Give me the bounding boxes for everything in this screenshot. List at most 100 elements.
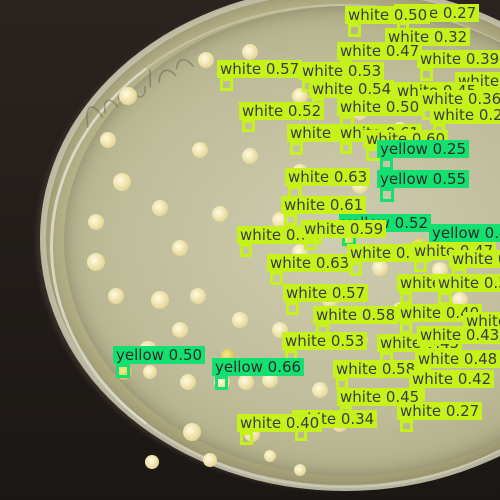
confidence-score: 0.52 — [389, 214, 429, 232]
bacterial-colony — [242, 148, 258, 164]
detection-label: white 0.54 — [309, 80, 395, 98]
detection-label: white 0.37 — [449, 250, 500, 268]
class-name: white — [348, 6, 390, 24]
confidence-score: 0.34 — [336, 410, 375, 428]
detection-box-white: white 0.47 — [411, 242, 497, 272]
confidence-score: 0.39 — [461, 50, 500, 68]
bounding-box-outline — [116, 364, 130, 378]
detection-label: white 0.63 — [285, 168, 371, 186]
class-name: white — [422, 90, 464, 108]
class-name: white — [270, 254, 312, 272]
confidence-score: 0.61 — [325, 196, 364, 214]
bounding-box-outline — [348, 24, 361, 37]
detection-label: yellow 0.41 — [429, 224, 500, 242]
detection-label: white 0.37 — [435, 274, 500, 292]
detection-label: white 0.58 — [313, 306, 399, 324]
bounding-box-outline — [240, 432, 253, 445]
bounding-box-outline — [400, 322, 412, 334]
confidence-score: 0.54 — [353, 80, 392, 98]
detection-label: white 0.47 — [337, 42, 423, 60]
bacterial-colony — [145, 455, 159, 469]
confidence-score: 0.53 — [343, 62, 382, 80]
bacterial-colony — [190, 288, 206, 304]
detection-label: white 0.32 — [385, 28, 471, 46]
detection-label: white 0.39 — [417, 50, 500, 68]
bacterial-colony — [143, 365, 157, 379]
class-name: white — [340, 42, 382, 60]
confidence-score: 0.36 — [463, 90, 500, 108]
detection-box-white: white 0.61 — [281, 196, 367, 226]
detection-box-white: white 0.45 — [337, 388, 423, 419]
class-name: white — [240, 414, 282, 432]
class-name: white — [288, 168, 330, 186]
class-name: white — [418, 350, 460, 368]
detection-box-white: white 0.61 — [337, 124, 423, 154]
confidence-score: 0.53 — [326, 332, 365, 350]
bacterial-colony — [203, 453, 217, 467]
detection-box-white: white 0.50 — [345, 6, 431, 37]
class-name: white — [284, 196, 326, 214]
detection-label: white 0.43 — [417, 326, 500, 344]
detection-box-yellow: yellow 0.25 — [377, 140, 470, 170]
detection-label: white 0.50 — [337, 98, 423, 116]
class-name: yellow — [380, 140, 428, 158]
detection-label: white 0.53 — [299, 62, 385, 80]
bounding-box-outline — [340, 142, 352, 154]
confidence-score: 0.25 — [427, 140, 467, 158]
detection-box-white: white 0.57 — [283, 284, 369, 315]
confidence-score: 0.42 — [453, 370, 492, 388]
class-name: white — [340, 388, 382, 406]
confidence-score: 0.63 — [311, 254, 350, 272]
bacterial-colony — [172, 240, 188, 256]
confidence-score: 0.50 — [163, 346, 203, 364]
confidence-score: 0.45 — [381, 388, 420, 406]
detection-label: white 0.59 — [301, 220, 387, 238]
detection-box-white: white 0.27 — [397, 402, 483, 432]
bacterial-colony — [183, 423, 201, 441]
confidence-score: 0.63 — [329, 168, 368, 186]
class-name: white — [452, 250, 494, 268]
detection-label: yellow 0.55 — [377, 170, 470, 188]
class-name: white — [304, 220, 346, 238]
detection-box-white: white 0.67 — [287, 124, 373, 155]
bacterial-colony — [172, 322, 188, 338]
class-name: white — [316, 306, 358, 324]
detection-box-yellow: yellow 0.41 — [429, 224, 500, 256]
class-name: white — [285, 332, 327, 350]
detection-box-yellow: yellow 0.66 — [212, 358, 305, 390]
detection-box-white: white 0.40 — [237, 414, 323, 445]
confidence-score: 0.27 — [441, 402, 480, 420]
confidence-score: 0.55 — [427, 170, 467, 188]
class-name: yellow — [215, 358, 263, 376]
confidence-score: 0.32 — [429, 28, 468, 46]
detection-label: yellow 0.66 — [212, 358, 305, 376]
class-name: white — [420, 326, 462, 344]
detection-label: white 0.48 — [415, 350, 500, 368]
detection-box-white: white 0.53 — [299, 62, 385, 92]
detection-label: white 0.53 — [282, 332, 368, 350]
detection-label: white 0.61 — [281, 196, 367, 214]
bacterial-colony — [264, 450, 276, 462]
confidence-score: 0.43 — [461, 326, 500, 344]
detection-box-white: white 0.53 — [282, 332, 368, 363]
bounding-box-outline — [220, 78, 233, 91]
confidence-score: 0.58 — [357, 306, 396, 324]
class-name: white — [400, 274, 442, 292]
detection-box-white: white 0.37 — [449, 250, 500, 281]
detection-box-white: white 0.59 — [301, 220, 387, 250]
class-name: white — [336, 360, 378, 378]
class-name: white — [350, 244, 392, 262]
detection-box-white: white 0.58 — [333, 360, 419, 390]
confidence-score: 0.27 — [438, 4, 477, 22]
bounding-box-outline — [270, 272, 283, 285]
detection-box-white: white 0.40 — [397, 304, 483, 334]
detection-label: white 0.27 — [397, 402, 483, 420]
detection-label: white 0.57 — [217, 60, 303, 78]
confidence-score: 0.58 — [377, 360, 416, 378]
detection-label: white 0.26 — [430, 106, 500, 124]
bounding-box-outline — [438, 292, 452, 305]
confidence-score: 0.37 — [493, 250, 500, 268]
confidence-score: 0.57 — [261, 60, 300, 78]
bacterial-colony — [87, 253, 105, 271]
